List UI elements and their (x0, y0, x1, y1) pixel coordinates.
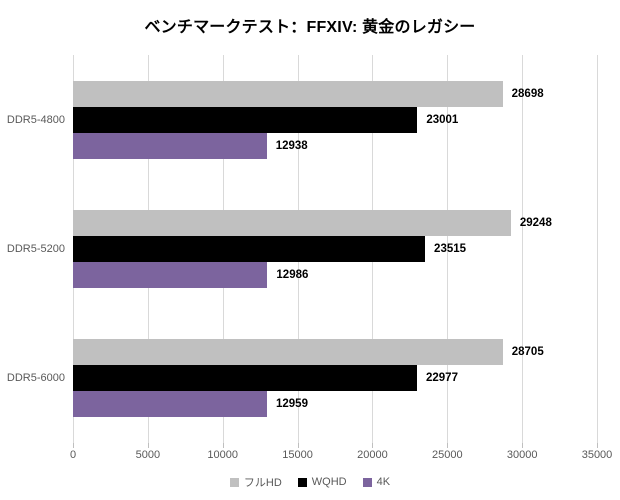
gridline (597, 55, 598, 443)
x-axis-tick (222, 443, 224, 448)
legend-item: フルHD (229, 474, 282, 490)
value-label: 12959 (276, 398, 308, 411)
bar-wqhd (73, 106, 418, 133)
x-axis-tick (447, 443, 449, 448)
x-axis-tick (522, 443, 524, 448)
x-tick-label: 10000 (207, 449, 238, 461)
x-axis-tick (372, 443, 374, 448)
value-label: 12986 (276, 269, 309, 281)
bar-wqhd (73, 236, 426, 262)
bar-full-hd (73, 80, 503, 107)
legend-label: 4K (376, 476, 391, 488)
legend-swatch-4k (362, 477, 372, 487)
gridline (522, 55, 524, 443)
x-tick-label: 0 (69, 449, 77, 461)
legend-swatch-full-hd (229, 477, 239, 487)
x-tick-label: 25000 (431, 449, 463, 461)
category-label: DDR5-5200 (6, 243, 65, 255)
legend-item: WQHD (297, 476, 347, 488)
x-tick-label: 20000 (357, 449, 388, 461)
legend-item: 4K (362, 476, 391, 488)
legend-label: WQHD (311, 476, 347, 488)
legend-swatch-wqhd (297, 477, 307, 487)
bar-full-hd (73, 210, 511, 236)
legend-label: フルHD (243, 477, 282, 489)
x-tick-label: 30000 (506, 449, 538, 461)
bar-full-hd (73, 339, 503, 366)
x-tick-label: 15000 (282, 449, 313, 461)
category-label: DDR5-6000 (6, 372, 65, 385)
value-label: 12938 (275, 139, 308, 152)
x-axis-tick (147, 443, 149, 448)
value-label: 28698 (511, 87, 544, 100)
value-label: 29248 (519, 217, 552, 229)
value-label: 28705 (511, 346, 544, 359)
bar-wqhd (73, 365, 417, 392)
category-label: DDR5-4800 (6, 113, 65, 126)
x-axis-tick (73, 443, 74, 448)
value-label: 23515 (434, 243, 467, 255)
value-label: 22977 (425, 372, 458, 385)
x-axis-tick (597, 443, 598, 448)
bar-4k (73, 262, 268, 288)
chart-title: ベンチマークテスト：FFXIV: 黄金のレガシー (144, 19, 476, 36)
legend: フルHD WQHD 4K (0, 474, 620, 490)
x-tick-label: 35000 (581, 449, 613, 461)
bar-4k (73, 391, 267, 418)
x-axis-tick (297, 443, 299, 448)
value-label: 23001 (426, 113, 459, 126)
plot-area: 0 5000 10000 15000 20000 25000 30000 35000 DDR5-… (7, 55, 612, 461)
gridline (447, 55, 449, 443)
bar-4k (73, 132, 267, 159)
x-tick-label: 5000 (135, 449, 161, 461)
